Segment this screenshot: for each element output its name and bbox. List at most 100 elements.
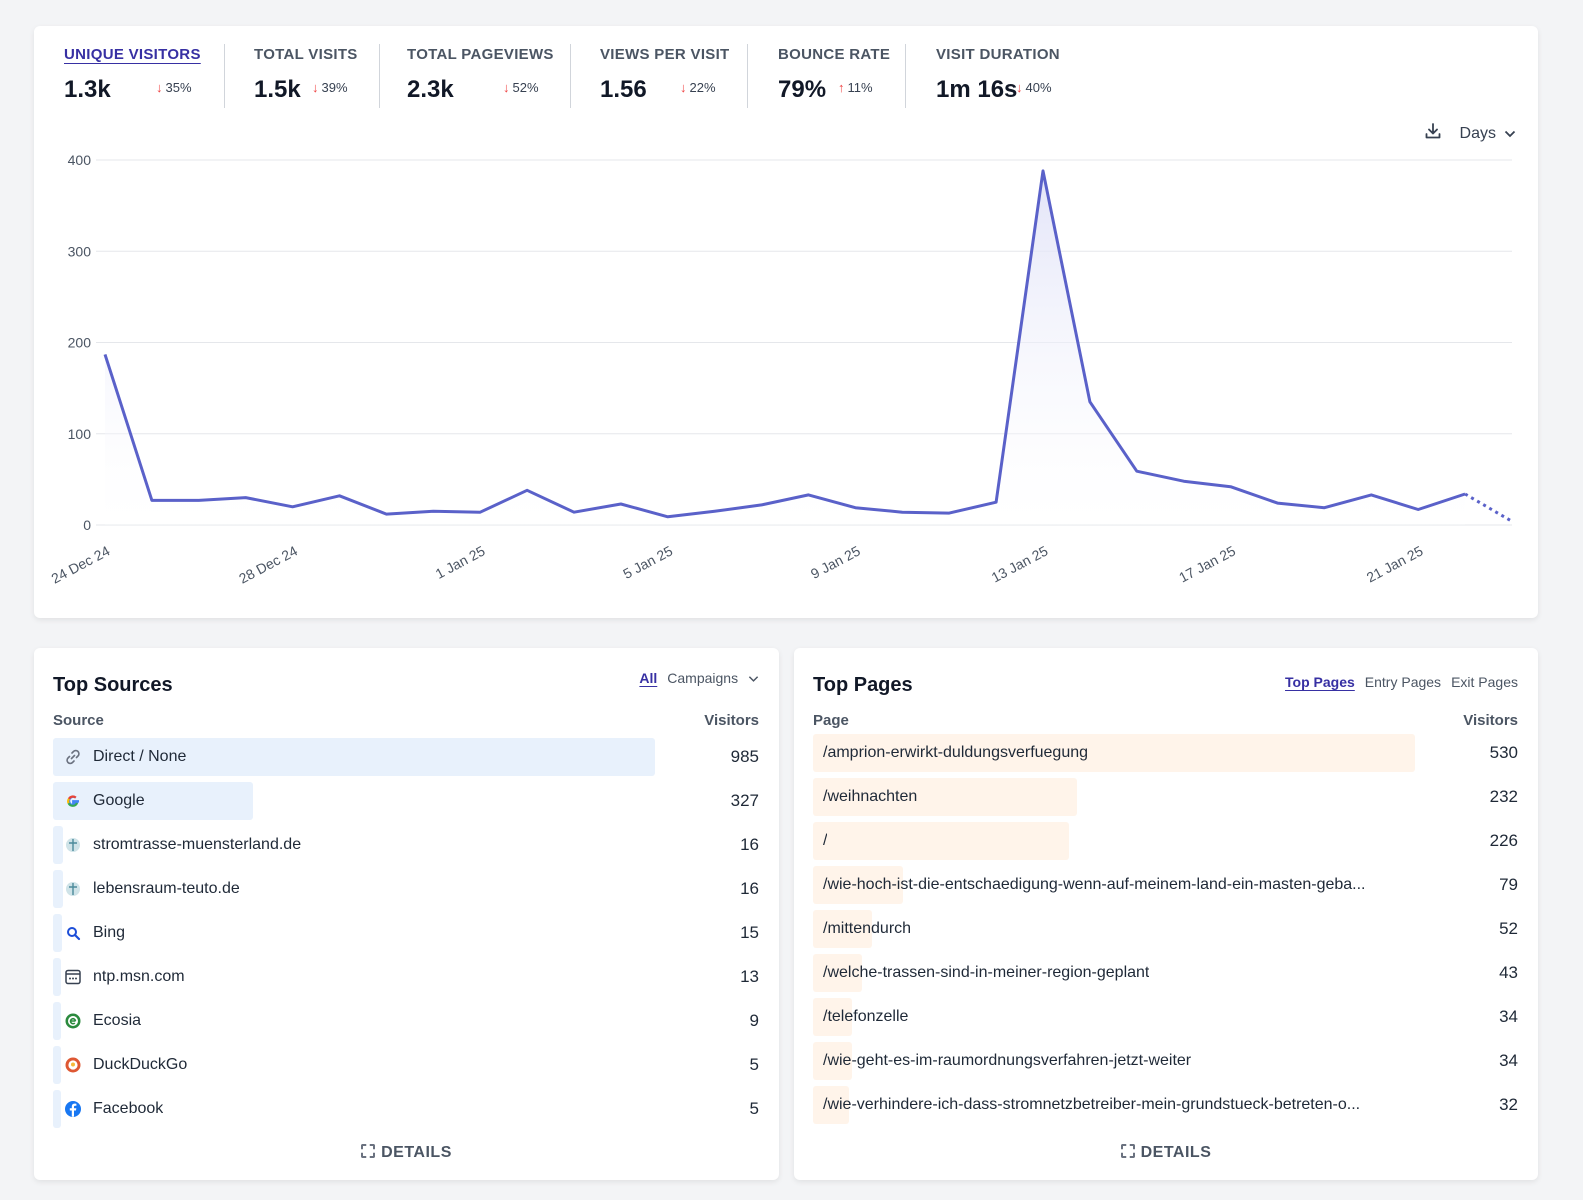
- data-point[interactable]: [849, 502, 861, 514]
- arrow-down-icon: ↓: [503, 80, 510, 95]
- data-point[interactable]: [756, 499, 768, 511]
- data-point[interactable]: [1459, 488, 1471, 500]
- visitors-bar: [813, 954, 862, 992]
- list-item[interactable]: ntp.msn.com 13: [53, 958, 759, 996]
- visitors-line-chart[interactable]: 0 100 200 300 400 24 Dec 24 28 Dec 24 1 Jan 25 5…: [34, 26, 1538, 618]
- metric-bounce-rate[interactable]: BOUNCE RATE 79% ↑ 11%: [778, 46, 890, 103]
- list-item[interactable]: /welche-trassen-sind-in-meiner-region-ge…: [813, 954, 1518, 992]
- list-item[interactable]: stromtrasse-muensterland.de 16: [53, 826, 759, 864]
- data-point[interactable]: [380, 508, 392, 520]
- list-item-label[interactable]: /welche-trassen-sind-in-meiner-region-ge…: [823, 954, 1149, 992]
- list-item-value: 16: [740, 879, 759, 898]
- data-point[interactable]: [896, 506, 908, 518]
- list-item-label[interactable]: /wie-hoch-ist-die-entschaedigung-wenn-au…: [823, 866, 1366, 904]
- list-item-text: Facebook: [93, 1100, 164, 1117]
- metric-views-per-visit[interactable]: VIEWS PER VISIT 1.56 ↓ 22%: [600, 46, 730, 103]
- metric-unique-visitors[interactable]: UNIQUE VISITORS 1.3k ↓ 35%: [64, 46, 201, 103]
- download-icon[interactable]: [1424, 122, 1442, 145]
- data-point[interactable]: [662, 511, 674, 523]
- list-item-label[interactable]: /amprion-erwirkt-duldungsverfuegung: [823, 734, 1088, 772]
- pages-details-button[interactable]: DETAILS: [794, 1144, 1538, 1162]
- metric-total-visits[interactable]: TOTAL VISITS 1.5k ↓ 39%: [254, 46, 358, 103]
- list-item[interactable]: lebensraum-teuto.de 16: [53, 870, 759, 908]
- list-item[interactable]: /weihnachten 232: [813, 778, 1518, 816]
- tab-exit-pages[interactable]: Exit Pages: [1451, 674, 1518, 690]
- data-point[interactable]: [1225, 481, 1237, 493]
- list-item[interactable]: /wie-hoch-ist-die-entschaedigung-wenn-au…: [813, 866, 1518, 904]
- data-point[interactable]: [615, 498, 627, 510]
- list-item-label[interactable]: Ecosia: [63, 1002, 141, 1040]
- visitors-bar: [53, 1046, 61, 1084]
- metric-value: 1.5k: [254, 76, 301, 103]
- list-item-label[interactable]: ntp.msn.com: [63, 958, 185, 996]
- tab-top-pages[interactable]: Top Pages: [1285, 674, 1355, 690]
- list-item[interactable]: Facebook 5: [53, 1090, 759, 1128]
- list-item-label[interactable]: stromtrasse-muensterland.de: [63, 826, 301, 864]
- visitors-bar: [53, 870, 63, 908]
- data-point[interactable]: [990, 496, 1002, 508]
- data-point[interactable]: [803, 489, 815, 501]
- data-point[interactable]: [146, 494, 158, 506]
- expand-icon: [361, 1144, 376, 1158]
- list-item[interactable]: /amprion-erwirkt-duldungsverfuegung 530: [813, 734, 1518, 772]
- data-point[interactable]: [193, 494, 205, 506]
- data-point[interactable]: [240, 492, 252, 504]
- data-point[interactable]: [427, 505, 439, 517]
- visitors-bar: [53, 1002, 61, 1040]
- data-point[interactable]: [1272, 497, 1284, 509]
- data-point[interactable]: [474, 506, 486, 518]
- data-point[interactable]: [1178, 475, 1190, 487]
- list-item[interactable]: /mittendurch 52: [813, 910, 1518, 948]
- data-point[interactable]: [1131, 465, 1143, 477]
- site-favicon: [63, 835, 83, 855]
- data-point[interactable]: [1506, 515, 1518, 527]
- list-item-label[interactable]: Direct / None: [63, 738, 186, 776]
- visitors-bar: [813, 998, 852, 1036]
- list-item[interactable]: Ecosia 9: [53, 1002, 759, 1040]
- list-item-label[interactable]: /wie-geht-es-im-raumordnungsverfahren-je…: [823, 1042, 1191, 1080]
- series-line[interactable]: [103, 169, 1466, 519]
- list-item-label[interactable]: /mittendurch: [823, 910, 911, 948]
- list-item[interactable]: Bing 15: [53, 914, 759, 952]
- visitors-chart-card: UNIQUE VISITORS 1.3k ↓ 35% TOTAL VISITS 1…: [34, 26, 1538, 618]
- y-tick-label: 0: [83, 517, 91, 533]
- list-item-label[interactable]: /: [823, 822, 827, 860]
- data-point[interactable]: [334, 490, 346, 502]
- metric-total-pageviews[interactable]: TOTAL PAGEVIEWS 2.3k ↓ 52%: [407, 46, 554, 103]
- data-point[interactable]: [1084, 396, 1096, 408]
- series-area: [105, 170, 1466, 525]
- list-item-label[interactable]: DuckDuckGo: [63, 1046, 187, 1084]
- list-item[interactable]: /wie-verhindere-ich-dass-stromnetzbetrei…: [813, 1086, 1518, 1124]
- interval-select[interactable]: Days: [1460, 125, 1516, 143]
- data-point[interactable]: [99, 348, 111, 360]
- list-item-label[interactable]: Google: [63, 782, 145, 820]
- list-item-label[interactable]: lebensraum-teuto.de: [63, 870, 240, 908]
- list-item[interactable]: Google 327: [53, 782, 759, 820]
- data-point[interactable]: [1365, 489, 1377, 501]
- data-point[interactable]: [1037, 165, 1049, 177]
- data-point[interactable]: [943, 507, 955, 519]
- data-point[interactable]: [1412, 504, 1424, 516]
- tab-campaigns[interactable]: Campaigns: [667, 670, 759, 686]
- data-point[interactable]: [287, 501, 299, 513]
- visitors-bar: [813, 734, 1415, 772]
- list-item[interactable]: /telefonzelle 34: [813, 998, 1518, 1036]
- tab-entry-pages[interactable]: Entry Pages: [1364, 674, 1442, 690]
- list-item-label[interactable]: /weihnachten: [823, 778, 917, 816]
- list-item-value: 5: [749, 1099, 759, 1118]
- data-point[interactable]: [521, 484, 533, 496]
- data-point[interactable]: [1318, 502, 1330, 514]
- list-item-label[interactable]: /telefonzelle: [823, 998, 908, 1036]
- sources-details-button[interactable]: DETAILS: [34, 1144, 779, 1162]
- list-item[interactable]: / 226: [813, 822, 1518, 860]
- list-item-label[interactable]: Facebook: [63, 1090, 163, 1128]
- list-item[interactable]: /wie-geht-es-im-raumordnungsverfahren-je…: [813, 1042, 1518, 1080]
- list-item-label[interactable]: /wie-verhindere-ich-dass-stromnetzbetrei…: [823, 1086, 1360, 1124]
- data-point[interactable]: [568, 506, 580, 518]
- tab-all[interactable]: All: [639, 670, 658, 686]
- list-item[interactable]: Direct / None 985: [53, 738, 759, 776]
- list-item[interactable]: DuckDuckGo 5: [53, 1046, 759, 1084]
- data-point[interactable]: [709, 505, 721, 517]
- metric-visit-duration[interactable]: VISIT DURATION 1m 16s ↓ 40%: [936, 46, 1060, 103]
- list-item-label[interactable]: Bing: [63, 914, 125, 952]
